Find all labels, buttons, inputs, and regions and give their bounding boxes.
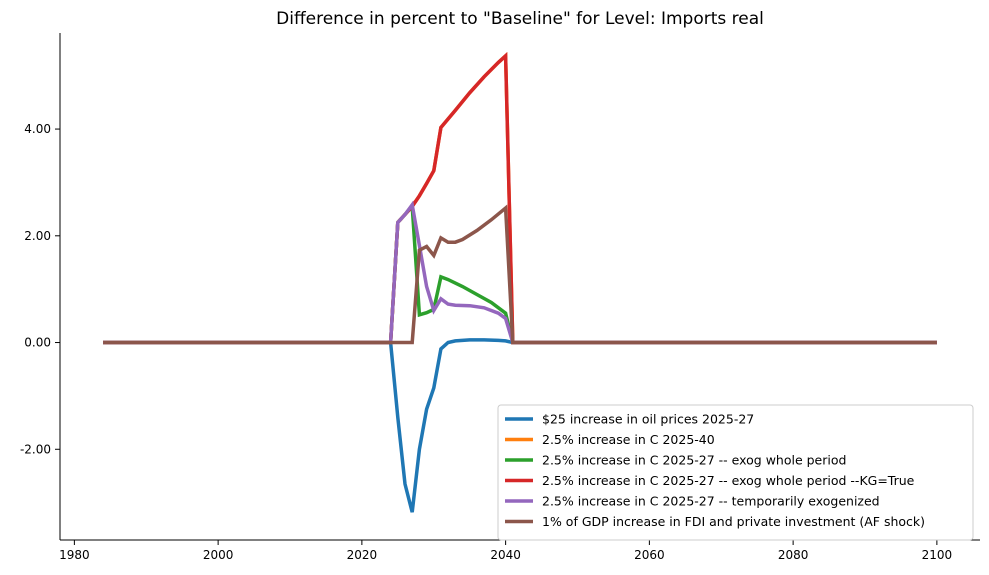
y-tick-label: 4.00 [24,122,51,136]
legend-label-2: 2.5% increase in C 2025-40 [542,432,715,447]
y-tick-label: 0.00 [24,336,51,350]
x-tick-label: 2020 [347,548,378,562]
legend: $25 increase in oil prices 2025-27 2.5% i… [497,404,974,541]
series-line-3 [103,202,937,345]
plot-area: 1980 2000 2020 2040 2060 2080 2100 -2.00 0.00 2.0… [20,33,980,562]
x-tick-label: 2100 [922,548,953,562]
series-line-4 [103,52,937,345]
legend-label-5: 2.5% increase in C 2025-27 -- temporaril… [542,494,880,509]
x-tick-label: 1980 [59,548,90,562]
x-tick-label: 2000 [203,548,234,562]
x-tick-label: 2060 [634,548,665,562]
series-line-1 [103,338,937,513]
x-tick-label: 2040 [490,548,521,562]
series-line-2 [103,52,937,345]
legend-box [497,404,974,541]
chart-title: Difference in percent to "Baseline" for … [276,9,764,29]
legend-label-6: 1% of GDP increase in FDI and private in… [542,514,925,529]
legend-label-1: $25 increase in oil prices 2025-27 [542,412,754,427]
legend-label-3: 2.5% increase in C 2025-27 -- exog whole… [542,453,846,468]
y-tick-label: -2.00 [20,442,51,456]
y-tick-label: 2.00 [24,229,51,243]
x-tick-label: 2080 [778,548,809,562]
series-line-5 [103,200,937,345]
series-line-6 [103,204,937,345]
legend-label-4: 2.5% increase in C 2025-27 -- exog whole… [542,473,915,488]
